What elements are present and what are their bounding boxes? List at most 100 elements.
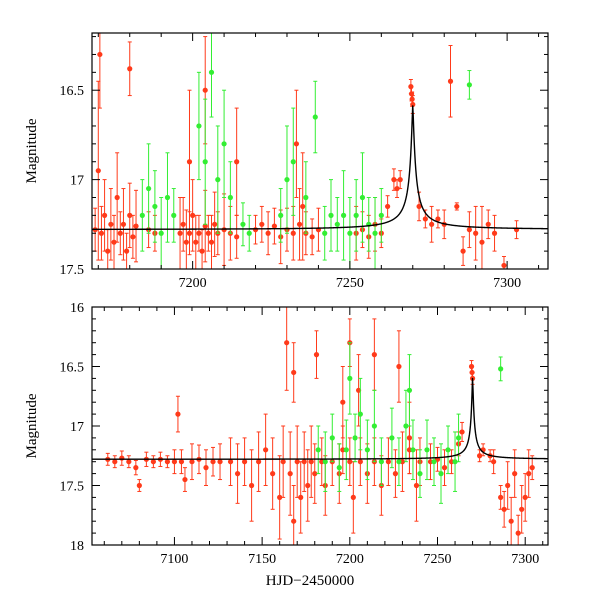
data-point [501, 262, 507, 269]
data-point [196, 123, 202, 129]
data-point [340, 399, 346, 405]
data-point [371, 352, 377, 358]
data-point [508, 518, 514, 524]
data-point [189, 459, 195, 465]
data-point [186, 159, 193, 165]
data-point [392, 471, 399, 477]
data-point [416, 203, 422, 210]
model-curve [92, 105, 548, 231]
data-point [308, 459, 314, 465]
data-point [263, 447, 269, 453]
y-tick-label: 16.5 [60, 84, 85, 99]
data-point [296, 221, 303, 227]
data-point [270, 471, 276, 477]
data-point [227, 459, 234, 465]
y-tick-label: 17.5 [60, 263, 85, 278]
data-point [340, 212, 347, 218]
y-axis-label: Magnitude [24, 393, 40, 458]
data-point [329, 435, 335, 441]
data-point [234, 159, 240, 165]
data-point [466, 227, 472, 233]
data-point [208, 239, 215, 245]
data-point [378, 212, 384, 218]
data-point [215, 177, 221, 183]
data-point [178, 459, 185, 465]
data-point [136, 482, 142, 489]
data-point [139, 212, 145, 218]
data-point [117, 230, 123, 236]
data-point [199, 248, 205, 254]
data-point [410, 101, 416, 108]
data-point [305, 482, 311, 489]
data-points [92, 33, 548, 269]
data-point [454, 203, 460, 210]
data-point [95, 168, 101, 174]
data-point [112, 459, 118, 465]
data-point [435, 216, 441, 222]
data-point [171, 212, 177, 218]
data-point [312, 114, 318, 120]
data-point [130, 234, 136, 240]
data-point [119, 455, 125, 461]
data-point [372, 230, 378, 236]
data-point [352, 435, 358, 441]
data-point [445, 447, 451, 453]
data-point [336, 465, 342, 471]
data-point [300, 203, 306, 210]
data-point [396, 363, 402, 370]
x-tick-label: 7200 [336, 552, 364, 567]
data-point [322, 230, 328, 236]
data-point [123, 248, 130, 254]
data-point [515, 530, 521, 536]
model-curve [92, 377, 548, 460]
data-point [252, 227, 259, 233]
data-point [294, 459, 300, 465]
data-point [353, 212, 359, 218]
data-point [158, 230, 164, 236]
data-point [126, 459, 132, 465]
x-tick-label: 7200 [179, 276, 207, 291]
data-point [322, 459, 328, 465]
data-point [460, 248, 466, 254]
data-point [133, 223, 139, 229]
data-point [385, 203, 391, 210]
data-point [193, 239, 199, 245]
data-point [277, 494, 283, 500]
data-points [92, 307, 548, 545]
data-point [364, 447, 370, 453]
data-point [406, 387, 413, 393]
data-point [183, 239, 189, 245]
data-point [459, 429, 465, 435]
x-tick-label: 7300 [511, 552, 539, 567]
data-point [284, 340, 290, 346]
data-point [391, 177, 397, 183]
data-point [512, 471, 518, 477]
data-point [240, 221, 246, 227]
data-point [108, 221, 114, 227]
data-point [234, 234, 240, 240]
x-tick-label: 7250 [336, 276, 364, 291]
bottom-panel: 7100 7150 7200 7250 7300 16 16.5 17 17.5 18 Magnit… [24, 301, 549, 589]
y-axis-label: Magnitude [24, 118, 40, 183]
data-point [271, 223, 277, 229]
x-axis-label: HJD−2450000 [266, 573, 354, 589]
data-point [212, 221, 218, 227]
data-point [409, 96, 415, 102]
data-point [334, 221, 340, 227]
y-tick-label: 16.5 [60, 361, 85, 376]
data-point [127, 66, 133, 72]
data-point [284, 177, 290, 183]
data-point [357, 411, 363, 417]
data-point [146, 185, 152, 192]
data-point [501, 506, 507, 512]
data-point [265, 230, 271, 236]
data-point [410, 447, 416, 453]
data-point [164, 194, 171, 201]
data-point [97, 51, 103, 58]
y-tick-label: 17 [70, 174, 84, 189]
plot-frame [91, 32, 549, 270]
data-point [217, 459, 223, 465]
data-point [309, 234, 315, 240]
data-point [291, 518, 297, 524]
data-point [290, 230, 296, 236]
